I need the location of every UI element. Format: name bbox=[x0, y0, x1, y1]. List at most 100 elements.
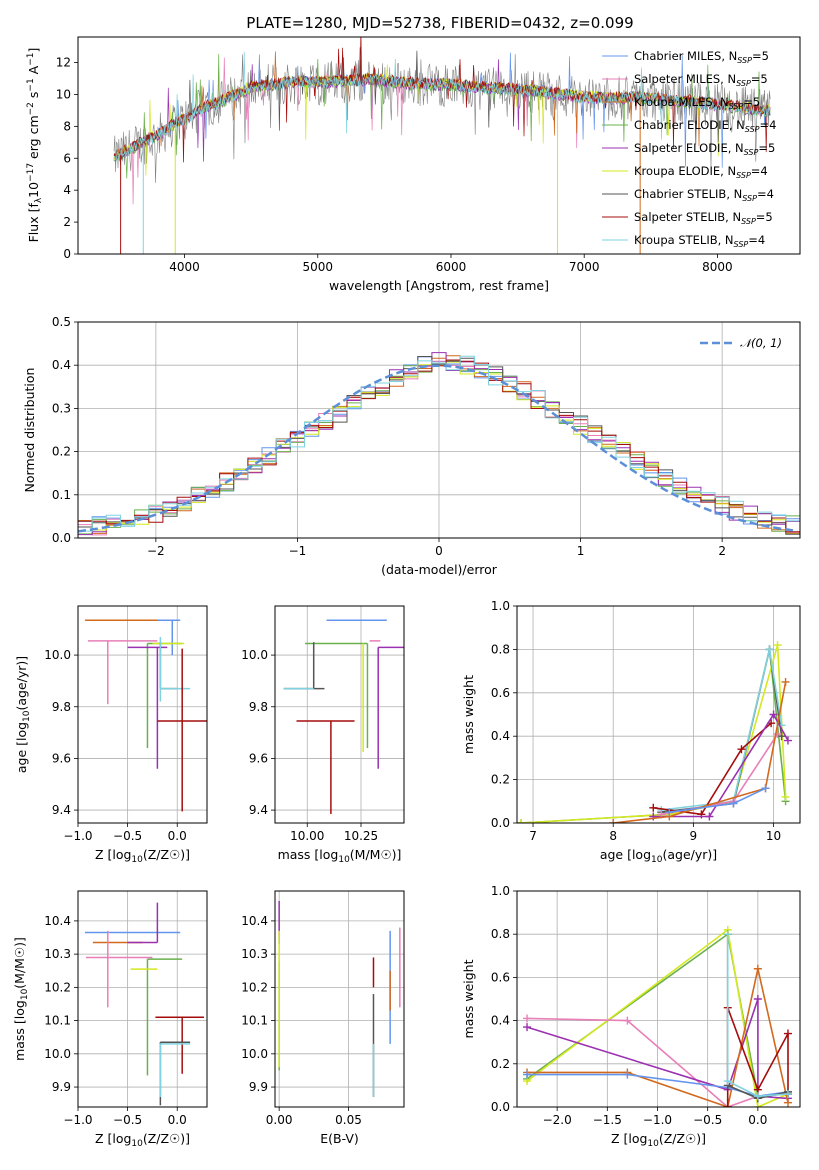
plus-marker bbox=[781, 792, 790, 801]
chart-spectrum: 4000 5000 6000 7000 8000 0 2 4 6 8 10 12 wavelength … bbox=[26, 36, 801, 293]
series-line bbox=[527, 968, 789, 1107]
plus-marker bbox=[783, 1098, 792, 1107]
axes-frame bbox=[274, 890, 405, 1108]
x-tick-label: −2.0 bbox=[543, 1113, 572, 1127]
y-tick-label: 0.0 bbox=[491, 816, 510, 830]
legend-entry: Salpeter ELODIE, NSSP=5 bbox=[634, 141, 775, 157]
y-tick-label: 9.4 bbox=[249, 803, 268, 817]
y-axis-label: mass [log10(M/M☉)] bbox=[12, 937, 30, 1061]
y-tick-label: 10.1 bbox=[241, 1014, 268, 1028]
plus-marker bbox=[523, 1014, 532, 1023]
y-tick-label: 10.3 bbox=[44, 947, 71, 961]
error-bar-point bbox=[84, 619, 181, 656]
y-tick-label: 9.8 bbox=[249, 700, 268, 714]
chart-mass-vs-ebv: 0.00 0.05 9.9 10.0 10.1 10.2 10.3 10.4 E(B-V) bbox=[241, 890, 405, 1146]
plot-area bbox=[113, 37, 771, 254]
x-tick-label: −1 bbox=[289, 544, 307, 558]
y-tick-label: 9.8 bbox=[52, 700, 71, 714]
x-tick-label: 2 bbox=[718, 544, 726, 558]
error-bar-point bbox=[155, 1016, 205, 1074]
plus-marker bbox=[517, 819, 526, 823]
error-bar-point bbox=[146, 958, 183, 1076]
y-tick-label: 0 bbox=[63, 247, 71, 261]
plus-marker bbox=[729, 799, 738, 808]
y-tick-label: 0.8 bbox=[491, 927, 510, 941]
axes-frame bbox=[516, 890, 801, 1108]
y-tick-label: 10 bbox=[56, 87, 71, 101]
plot-area bbox=[84, 902, 205, 1106]
y-axis-label: Flux [fλ10−17 erg cm−2 s−1 A−1] bbox=[26, 48, 44, 243]
plus-marker bbox=[623, 1016, 632, 1025]
mass-weight-series bbox=[665, 784, 770, 817]
y-tick-label: 0.4 bbox=[491, 729, 510, 743]
series-line bbox=[726, 934, 789, 1098]
y-tick-label: 9.4 bbox=[52, 803, 71, 817]
x-tick-label: −0.5 bbox=[113, 1113, 142, 1127]
normal-curve bbox=[78, 364, 798, 533]
mass-weight-series bbox=[657, 645, 786, 817]
x-tick-label: −2 bbox=[147, 544, 165, 558]
plot-area bbox=[517, 641, 792, 823]
chart-weight-vs-age: 7 8 9 10 0.0 0.2 0.4 0.6 0.8 1.0 age [log10(age/yr… bbox=[461, 599, 801, 865]
figure-title: PLATE=1280, MJD=52738, FIBERID=0432, z=0… bbox=[246, 14, 633, 32]
plus-marker bbox=[753, 1092, 762, 1101]
y-axis-label: mass weight bbox=[461, 675, 476, 754]
legend-entry: Chabrier MILES, NSSP=5 bbox=[634, 49, 769, 65]
mass-weight-series bbox=[723, 930, 792, 1101]
plot-area bbox=[84, 619, 207, 812]
axes-frame bbox=[516, 605, 801, 824]
y-tick-label: 0.0 bbox=[491, 1100, 510, 1114]
x-tick-label: 1 bbox=[577, 544, 585, 558]
plus-marker bbox=[623, 1070, 632, 1079]
y-tick-label: 8 bbox=[63, 119, 71, 133]
legend-entry: Chabrier ELODIE, NSSP=4 bbox=[634, 118, 776, 134]
chart-residuals: −2 −1 0 1 2 0.0 0.1 0.2 0.3 0.4 0.5 (data-model)/er… bbox=[22, 315, 801, 577]
y-tick-label: 10.0 bbox=[241, 1047, 268, 1061]
y-tick-label: 0.1 bbox=[52, 488, 71, 502]
y-tick-label: 0.6 bbox=[491, 970, 510, 984]
x-axis-label: Z [log10(Z/Z☉)] bbox=[611, 1131, 706, 1149]
y-tick-label: 0.5 bbox=[52, 315, 71, 329]
y-tick-label: 9.9 bbox=[52, 1080, 71, 1094]
y-tick-label: 9.9 bbox=[249, 1080, 268, 1094]
error-bar-point bbox=[159, 637, 191, 702]
legend-entry: Salpeter MILES, NSSP=5 bbox=[634, 72, 768, 88]
series-line bbox=[613, 681, 787, 823]
histogram-step bbox=[78, 355, 800, 532]
axes-frame bbox=[77, 36, 801, 255]
chart-mass-vs-z: −1.0 −0.5 0.0 9.9 10.0 10.1 10.2 10.3 10.4 Z [log… bbox=[12, 890, 208, 1149]
plus-marker bbox=[705, 812, 714, 821]
y-tick-label: 10.4 bbox=[241, 914, 268, 928]
plus-marker bbox=[783, 736, 792, 745]
y-tick-label: 0.6 bbox=[491, 686, 510, 700]
y-tick-label: 0.2 bbox=[52, 445, 71, 459]
y-tick-label: 0.2 bbox=[491, 1057, 510, 1071]
series-line bbox=[661, 649, 783, 811]
axes-frame bbox=[77, 605, 208, 824]
y-tick-label: 10.3 bbox=[241, 947, 268, 961]
x-tick-label: 0.0 bbox=[748, 1113, 767, 1127]
y-axis-label: mass weight bbox=[461, 959, 476, 1038]
plus-marker bbox=[723, 930, 732, 939]
plot-area bbox=[523, 925, 792, 1107]
x-tick-label: 0.05 bbox=[335, 1113, 362, 1127]
x-tick-label: −1.5 bbox=[593, 1113, 622, 1127]
model-spectrum-line bbox=[113, 51, 771, 162]
plus-marker bbox=[523, 1070, 532, 1079]
x-tick-label: 9 bbox=[690, 829, 698, 843]
y-tick-label: 1.0 bbox=[491, 599, 510, 613]
axes-frame bbox=[77, 890, 208, 1108]
x-tick-label: −0.5 bbox=[113, 829, 142, 843]
plus-marker bbox=[783, 1090, 792, 1099]
y-tick-label: 12 bbox=[56, 56, 71, 70]
histogram-step bbox=[78, 356, 800, 535]
plus-marker bbox=[753, 995, 762, 1003]
x-tick-label: −1.0 bbox=[643, 1113, 672, 1127]
y-tick-label: 10.0 bbox=[44, 648, 71, 662]
error-bar-point bbox=[159, 1043, 191, 1098]
series-line bbox=[520, 644, 787, 823]
plus-marker bbox=[777, 732, 786, 741]
y-tick-label: 10.2 bbox=[44, 980, 71, 994]
y-tick-label: 9.6 bbox=[249, 751, 268, 765]
